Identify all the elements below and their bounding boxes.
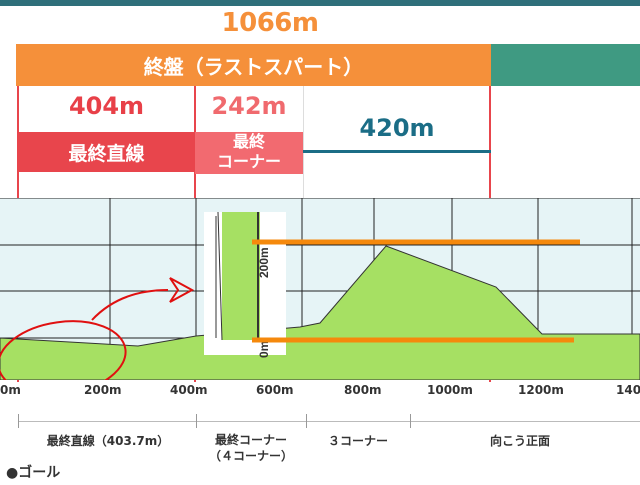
section-tick — [306, 414, 307, 428]
segment-label-text: 最終直線 — [68, 142, 145, 165]
axis-tick-200: 200m — [84, 383, 122, 397]
scale-tick-line-2 — [217, 211, 223, 341]
top-bar — [0, 0, 640, 6]
red-arrow-curve — [91, 289, 169, 321]
elevation-graph: 200m 0m — [0, 197, 640, 396]
scale-bar — [222, 212, 260, 340]
scale-bottom-label: 0m — [257, 341, 271, 358]
section-final-straight: 最終直線（403.7m） — [46, 434, 170, 448]
section-final-corner: 最終コーナー （４コーナー） — [196, 432, 306, 464]
axis-tick-600: 600m — [256, 383, 294, 397]
axis-tick-1200: 1200m — [518, 383, 564, 397]
section-backstretch: 向こう正面 — [489, 434, 550, 448]
axis-tick-1000: 1000m — [427, 383, 473, 397]
axis-tick-400: 400m — [170, 383, 208, 397]
segment-distance-third-corner: 420m — [359, 114, 435, 142]
axis-tick-0: 0m — [0, 383, 21, 397]
segment-distance-final-corner: 242m — [211, 92, 287, 120]
phase-label: 終盤（ラストスパート） — [143, 54, 364, 79]
red-arrow-head — [169, 277, 195, 303]
section-tick — [18, 414, 19, 428]
elevation-svg: 200m 0m — [0, 197, 640, 396]
section-tick — [196, 414, 197, 428]
total-distance: 1066m — [221, 8, 319, 38]
scale-top-label: 200m — [257, 247, 271, 278]
section-final-corner-line1: 最終コーナー — [214, 433, 287, 447]
segment-label-final-straight: 最終直線 — [18, 132, 195, 172]
segment-underline — [303, 150, 491, 153]
phase-banner: 終盤（ラストスパート） — [16, 44, 491, 86]
terrain-profile — [0, 245, 640, 381]
section-divider-line — [18, 421, 640, 422]
goal-legend: ●ゴール — [6, 465, 61, 481]
segment-label-final-corner: 最終 コーナー — [195, 132, 303, 174]
section-tick — [410, 414, 411, 428]
section-third-corner: ３コーナー — [327, 434, 388, 448]
axis-tick-1400: 140 — [616, 383, 640, 397]
segment-label-line2: コーナー — [216, 152, 281, 171]
segment-divider — [303, 86, 304, 198]
axis-tick-800: 800m — [344, 383, 382, 397]
segment-distance-final-straight: 404m — [68, 92, 145, 120]
segment-label-line1: 最終 — [232, 132, 265, 151]
phase-banner-next — [491, 44, 640, 86]
section-final-corner-line2: （４コーナー） — [208, 449, 293, 463]
